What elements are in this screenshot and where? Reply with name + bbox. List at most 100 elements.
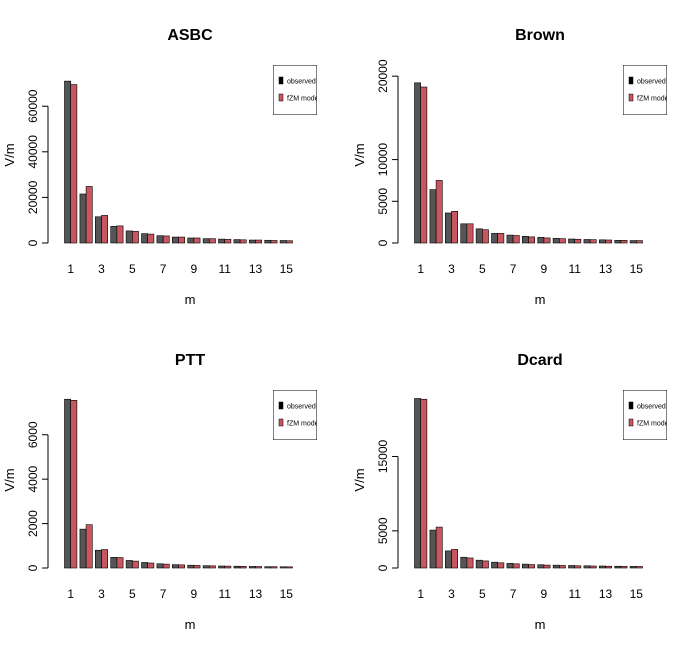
y-tick-label: 0 [376,564,390,571]
bar-model-12 [239,566,247,569]
bar-observed-6 [141,233,148,244]
x-tick-label: 1 [67,262,74,276]
legend-box [623,390,667,440]
bar-model-3 [451,211,458,244]
bar-model-10 [209,565,216,569]
bar-model-6 [147,233,155,244]
bar-observed-7 [506,234,514,244]
x-tick-label: 1 [417,587,424,601]
y-tick-label: 0 [376,239,390,246]
bar-observed-12 [233,239,241,244]
x-tick-label: 13 [249,587,263,601]
bar-model-3 [101,549,108,569]
chart-title: Dcard [517,352,562,369]
x-tick-label: 5 [479,262,486,276]
x-tick-label: 7 [160,262,167,276]
x-axis-label: m [535,292,546,307]
x-tick-label: 1 [417,262,424,276]
bar-model-2 [85,524,93,569]
x-axis-label: m [185,617,196,632]
bar-observed-4 [110,557,118,569]
y-tick-label: 2000 [26,510,40,537]
bar-observed-4 [460,556,468,569]
bar-model-14 [270,240,278,244]
y-axis: 0 5000 10000 20000 [376,59,399,246]
bar-observed-10 [202,565,210,569]
bar-observed-9 [187,564,195,569]
y-axis-label: V/m [2,143,17,166]
x-tick-label: 5 [129,587,136,601]
bar-observed-13 [249,566,256,569]
y-tick-label: 20000 [26,180,40,214]
bar-model-2 [435,180,443,244]
bar-observed-13 [599,239,606,244]
bar-observed-14 [614,565,622,569]
bar-model-8 [178,236,185,244]
bar-model-9 [543,237,551,244]
bar-model-8 [528,564,535,569]
y-tick-label: 20000 [376,59,390,93]
x-tick-label: 13 [599,262,613,276]
x-tick-label: 5 [479,587,486,601]
x-tick-label: 7 [510,262,517,276]
y-axis-label: V/m [2,468,17,491]
bar-observed-4 [110,226,118,244]
bar-model-9 [543,564,551,569]
legend-swatch-model [278,418,284,427]
legend-label: fZM model [637,421,671,428]
bar-model-6 [497,562,505,569]
bar-model-1 [70,84,78,244]
bar-observed-5 [125,230,133,244]
legend-swatch-observed [278,76,284,85]
bar-model-5 [482,560,489,569]
bar-observed-6 [141,562,148,569]
x-tick-label: 11 [568,262,581,276]
bar-model-5 [132,231,139,244]
bar-model-4 [466,557,474,569]
bar-observed-15 [279,566,287,569]
x-tick-label: 9 [191,262,198,276]
legend-swatch-observed [628,401,634,410]
bar-observed-7 [156,563,164,569]
bar-model-5 [482,229,489,244]
bar-observed-8 [172,564,179,569]
y-tick-label: 0 [26,239,40,246]
bar-observed-9 [187,237,195,244]
bar-model-15 [285,240,293,244]
x-tick-label: 13 [599,587,613,601]
y-tick-label: 5000 [376,188,390,215]
y-tick-label: 5000 [376,517,390,544]
bar-observed-14 [614,240,622,244]
chart-title: Brown [515,27,565,44]
bar-model-15 [635,240,643,244]
bar-model-10 [209,238,216,244]
bar-model-14 [620,566,628,569]
bar-observed-1 [414,82,421,244]
bar-observed-6 [491,561,498,569]
bar-model-9 [193,565,201,569]
bar-observed-9 [537,237,545,244]
bar-observed-11 [568,238,575,244]
bar-observed-2 [429,189,437,244]
bar-observed-10 [202,238,210,244]
x-tick-label: 11 [218,587,231,601]
x-tick-label: 7 [160,587,167,601]
legend-swatch-model [628,93,634,102]
bar-model-4 [116,557,124,569]
x-tick-label: 11 [568,587,581,601]
bar-model-1 [70,400,78,569]
bar-model-7 [512,563,520,569]
bar-observed-14 [264,239,272,244]
legend-swatch-observed [278,401,284,410]
bar-observed-11 [218,238,225,244]
bar-model-12 [589,565,597,569]
chart-title: PTT [175,352,205,369]
bar-observed-12 [583,239,591,244]
bar-observed-3 [95,549,102,569]
bar-observed-12 [233,565,241,569]
x-tick-label: 15 [280,587,294,601]
